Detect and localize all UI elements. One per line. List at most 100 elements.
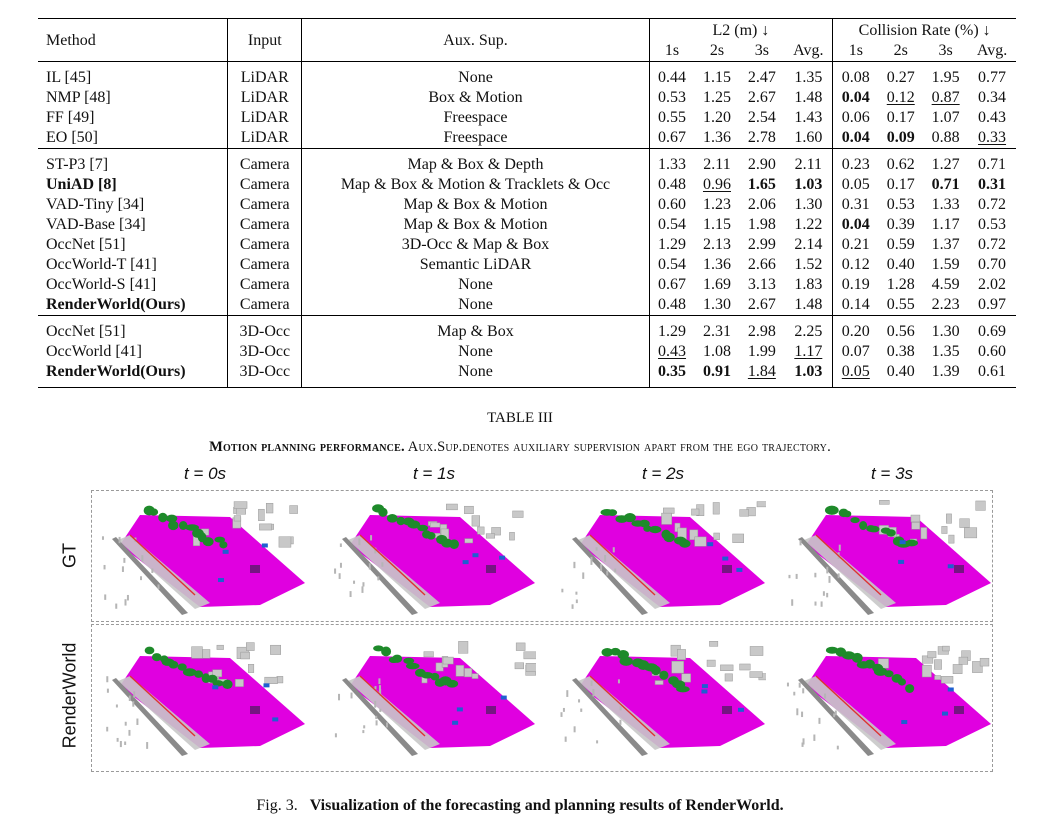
cell: 0.34 bbox=[978, 89, 1007, 106]
cell: None bbox=[301, 61, 650, 88]
cell: IL [45] bbox=[38, 61, 228, 88]
table-row: OccNet [51] 3D-Occ Map & Box 1.29 2.31 2.98 2.… bbox=[38, 315, 1016, 342]
cell: VAD-Tiny [34] bbox=[46, 196, 145, 213]
cell: 1.17 bbox=[931, 216, 960, 233]
cell: 0.72 bbox=[978, 196, 1007, 213]
cell: OccNet [51] bbox=[46, 236, 126, 253]
time-label-1: t = 1s bbox=[412, 464, 456, 483]
table-caption: TABLE III bbox=[487, 410, 553, 426]
renderworld-panel bbox=[91, 624, 993, 772]
cell: None bbox=[301, 295, 650, 316]
cell: RenderWorld(Ours) bbox=[38, 362, 228, 388]
cell: 0.43 bbox=[648, 342, 695, 362]
cell: 0.20 bbox=[832, 315, 879, 342]
scene-gt-t1 bbox=[330, 495, 536, 619]
cell: 1.48 bbox=[794, 89, 823, 106]
cell: 1.03 bbox=[784, 362, 833, 388]
cell: Map & Box & Motion & Tracklets & Occ bbox=[301, 175, 650, 195]
cell: 0.67 bbox=[648, 128, 695, 149]
row-label-renderworld: RenderWorld bbox=[59, 642, 80, 749]
cell: 1.28 bbox=[886, 276, 915, 293]
cell: 0.48 bbox=[648, 175, 695, 195]
cell: 0.56 bbox=[878, 315, 924, 342]
cell: LiDAR bbox=[227, 108, 302, 128]
cell: 0.05 bbox=[832, 175, 879, 195]
header-cr-0: 1s bbox=[832, 41, 879, 62]
cell: 0.39 bbox=[886, 216, 915, 233]
cell: OccWorld-S [41] bbox=[46, 276, 157, 293]
cell: None bbox=[301, 275, 650, 295]
time-label-0: t = 0s bbox=[183, 464, 227, 483]
cell: 0.70 bbox=[978, 256, 1007, 273]
cell: 0.23 bbox=[832, 148, 879, 175]
cell: 1.15 bbox=[702, 216, 731, 233]
row-label-gt: GT bbox=[59, 543, 80, 568]
cell: Semantic LiDAR bbox=[301, 255, 650, 275]
cell: 0.08 bbox=[832, 61, 879, 88]
cell: 0.44 bbox=[648, 61, 695, 88]
cell: 1.99 bbox=[747, 343, 776, 360]
table-row: RenderWorld(Ours) Camera None 0.48 1.30 2.67 1… bbox=[38, 295, 1016, 316]
cell: 0.17 bbox=[886, 109, 915, 126]
cell: 0.91 bbox=[694, 362, 740, 388]
cell: 0.38 bbox=[886, 343, 915, 360]
table-row: EO [50] LiDAR Freespace 0.67 1.36 2.78 1.60 0.0… bbox=[38, 128, 1016, 149]
cell: NMP [48] bbox=[46, 89, 111, 106]
cell: VAD-Base [34] bbox=[46, 216, 146, 233]
cell: 0.27 bbox=[878, 61, 924, 88]
cell: 0.05 bbox=[832, 362, 879, 388]
cell: 3D-Occ & Map & Box bbox=[301, 235, 650, 255]
cell: 1.60 bbox=[794, 129, 823, 146]
cell: 3.13 bbox=[747, 276, 776, 293]
cell: 1.69 bbox=[702, 276, 731, 293]
cell: LiDAR bbox=[227, 128, 302, 149]
cell: 0.96 bbox=[702, 176, 731, 193]
cell: 0.54 bbox=[648, 255, 695, 275]
cell: 1.33 bbox=[931, 196, 960, 213]
cell: 1.35 bbox=[784, 61, 833, 88]
cell: 0.07 bbox=[832, 342, 879, 362]
header-cr-2: 3s bbox=[938, 42, 953, 59]
table-row: FF [49] LiDAR Freespace 0.55 1.20 2.54 1.43 0.0… bbox=[38, 108, 1016, 128]
cell: 0.53 bbox=[886, 196, 915, 213]
cell: 0.72 bbox=[978, 236, 1007, 253]
cell: UniAD [8] bbox=[46, 176, 117, 193]
cell: Camera bbox=[227, 215, 302, 235]
cell: 0.12 bbox=[886, 89, 915, 106]
cell: 0.87 bbox=[931, 89, 960, 106]
cell: OccNet [51] bbox=[38, 315, 228, 342]
table-row: ST-P3 [7] Camera Map & Box & Depth 1.33 2.11… bbox=[38, 148, 1016, 175]
cell: 0.04 bbox=[832, 128, 879, 149]
table-row: NMP [48] LiDAR Box & Motion 0.53 1.25 2.67 1.4… bbox=[38, 88, 1016, 108]
cell: RenderWorld(Ours) bbox=[46, 296, 186, 313]
cell: 0.14 bbox=[832, 295, 879, 316]
cell: 1.22 bbox=[794, 216, 823, 233]
cell: Camera bbox=[227, 255, 302, 275]
figure-caption: Fig. 3. Visualization of the forecasting… bbox=[256, 797, 784, 814]
cell: OccWorld-T [41] bbox=[46, 256, 157, 273]
table-row: VAD-Base [34] Camera Map & Box & Motion 0.5… bbox=[38, 215, 1016, 235]
scene-renderworld-t0 bbox=[100, 636, 306, 760]
cell: 1.30 bbox=[923, 315, 969, 342]
scene-gt-t2 bbox=[560, 495, 770, 619]
cell: 1.30 bbox=[794, 196, 823, 213]
cell: Freespace bbox=[301, 128, 650, 149]
header-collision: Collision Rate (%) ↓ bbox=[832, 18, 1016, 41]
table-row: OccWorld [41] 3D-Occ None 0.43 1.08 1.99 1.17 0… bbox=[38, 342, 1016, 362]
cell: 2.11 bbox=[784, 148, 833, 175]
header-cr-1: 2s bbox=[893, 42, 908, 59]
cell: Camera bbox=[227, 235, 302, 255]
cell: 0.59 bbox=[886, 236, 915, 253]
cell: ST-P3 [7] bbox=[38, 148, 228, 175]
cell: Map & Box & Motion bbox=[301, 195, 650, 215]
cell: 1.83 bbox=[794, 276, 823, 293]
cell: 0.53 bbox=[978, 216, 1007, 233]
cell: 2.06 bbox=[747, 196, 776, 213]
gt-panel bbox=[91, 490, 993, 622]
cell: 0.31 bbox=[832, 195, 879, 215]
cell: 1.23 bbox=[702, 196, 731, 213]
cell: 2.54 bbox=[747, 109, 776, 126]
cell: Map & Box & Depth bbox=[301, 148, 650, 175]
cell: 2.47 bbox=[739, 61, 785, 88]
cell: Camera bbox=[227, 195, 302, 215]
